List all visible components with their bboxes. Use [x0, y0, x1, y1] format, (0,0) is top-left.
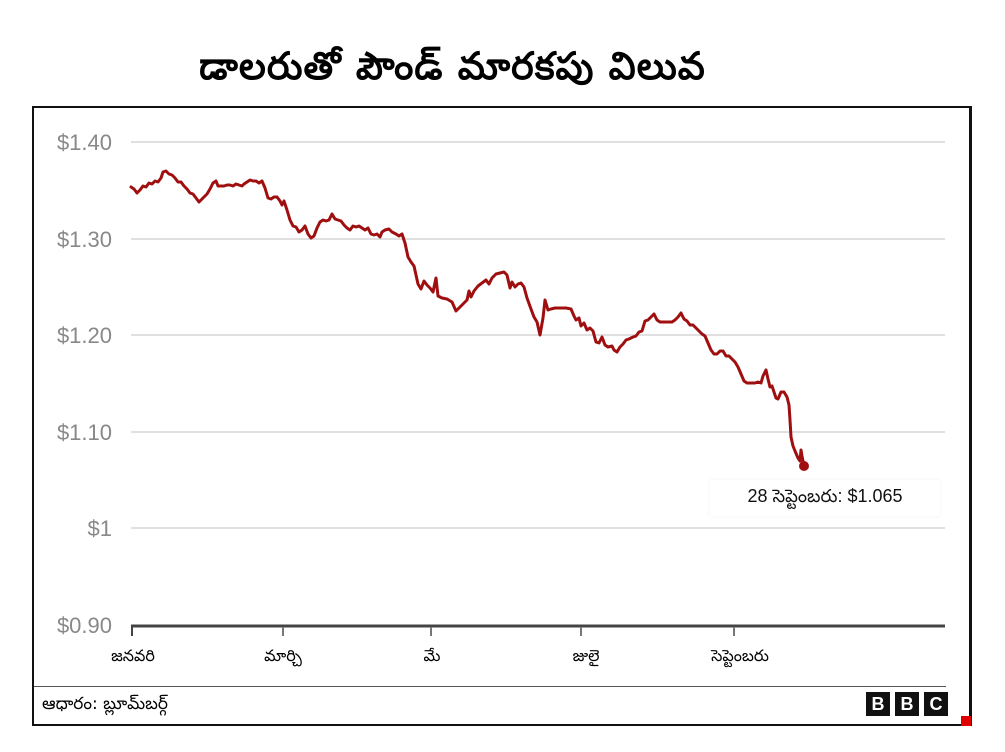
y-tick-label: $0.90: [56, 613, 112, 638]
x-axis-ticks: [282, 627, 735, 636]
bbc-logo: B B C: [866, 692, 948, 716]
x-tick-label: జులై: [572, 646, 600, 665]
gridlines: [131, 141, 945, 529]
y-tick-label: $1.20: [56, 323, 112, 348]
logo-letter-c: C: [924, 692, 948, 716]
footer-divider: [34, 686, 946, 687]
y-tick-label: $1.30: [56, 227, 112, 252]
source-label: ఆధారం: బ్లూమ్‌బర్గ్: [42, 694, 169, 714]
x-axis: [131, 624, 945, 636]
corner-marker: [961, 716, 971, 726]
latest-value-annotation: 28 సెప్టెంబరు: $1.065: [710, 480, 940, 516]
gbp-usd-line: [129, 169, 806, 468]
logo-letter-b1: B: [866, 692, 890, 716]
chart-title: డాలరుతో పౌండ్ మారకపు విలువ: [199, 44, 706, 88]
x-tick-label: మార్చి: [264, 646, 302, 665]
x-tick-label: మే: [423, 646, 441, 665]
x-tick-label: సెప్టెంబరు: [711, 646, 769, 665]
y-tick-label: $1: [87, 516, 112, 541]
x-tick-label: జనవరి: [111, 646, 155, 665]
y-tick-label: $1.10: [56, 420, 112, 445]
logo-letter-b2: B: [895, 692, 919, 716]
chart-frame: [32, 106, 972, 726]
y-tick-label: $1.40: [56, 130, 112, 155]
latest-value-marker: [799, 461, 809, 471]
